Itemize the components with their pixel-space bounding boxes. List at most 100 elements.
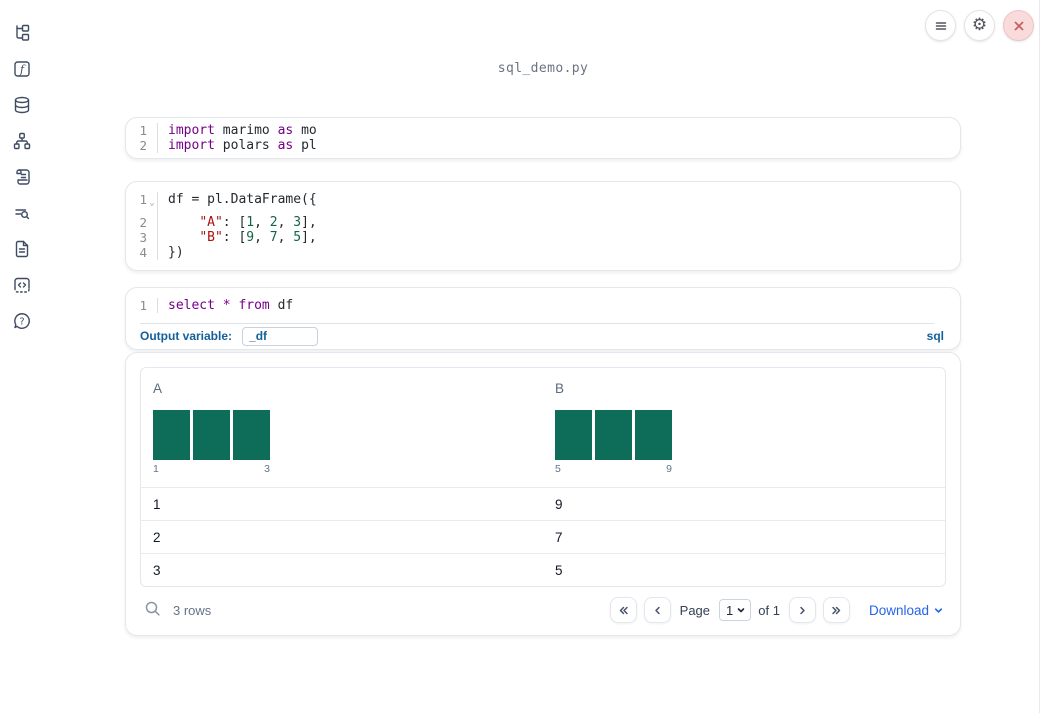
histogram-min-label: 5 [555,463,561,475]
column-name: B [555,381,565,396]
next-page-button[interactable] [788,597,816,623]
function-icon: f [14,61,30,77]
pagination: Page 1 of 1 [609,597,944,623]
page-select-value: 1 [726,602,734,618]
database-icon [14,96,30,114]
line-number: 3 [139,230,147,245]
sql-cell[interactable]: 1 select * from df Output variable: sql [125,287,961,350]
table-cell: 2 [153,529,161,545]
sidebar-item-dependency-graph[interactable] [12,131,32,151]
line-number: 4 [139,245,147,260]
fold-spacer [147,245,157,260]
sidebar-item-help[interactable]: ? [12,311,32,331]
notebook: sql_demo.py 1 import marimo as mo 2 import … [125,0,961,636]
sql-editor[interactable]: 1 select * from df [126,288,960,323]
row-count: 3 rows [173,602,212,618]
menu-button[interactable] [925,10,956,41]
sidebar-item-datasources[interactable] [12,95,32,115]
sidebar-item-variables[interactable]: f [12,59,32,79]
fold-spacer [147,230,157,245]
topbar: ⚙ [925,10,1034,41]
code-line: 2 "A": [1, 2, 3], [126,215,960,230]
histogram-max-label: 9 [666,463,672,475]
sql-language-badge: sql [926,329,944,343]
search-icon [145,601,160,616]
gutter: 1 [126,298,158,313]
snippets-icon [14,277,30,293]
table-cell: 9 [555,496,563,512]
code-line-text: df = pl.DataFrame({ [168,192,317,207]
line-number: 1 [139,298,147,313]
code-line: 1 ⌄ df = pl.DataFrame({ [126,192,960,215]
code-cell-imports[interactable]: 1 import marimo as mo 2 import polars as pl [125,117,961,159]
sidebar-item-snippets[interactable] [12,275,32,295]
gear-icon: ⚙ [971,15,988,35]
line-number: 1 [139,192,147,207]
fold-chevron-icon[interactable]: ⌄ [149,198,155,208]
code-line-text: "A": [1, 2, 3], [199,215,317,230]
sidebar-item-logs[interactable] [12,167,32,187]
histogram-bar [555,410,592,460]
document-icon [15,240,29,258]
previous-page-button[interactable] [643,597,671,623]
svg-text:?: ? [19,316,24,327]
list-search-icon [15,209,30,220]
code-editor[interactable]: 1 import marimo as mo 2 import polars as pl [126,118,960,158]
code-line-text: select * from df [168,298,294,313]
chevron-right-icon [800,606,805,614]
histogram-min-label: 1 [153,463,159,475]
gutter: 2 [126,215,158,230]
chevron-left-icon [654,606,660,614]
output-variable-input[interactable] [242,326,319,346]
gutter: 2 [126,138,158,153]
histogram-bar [153,410,190,460]
scroll-icon [16,169,30,185]
notebook-filename[interactable]: sql_demo.py [497,61,589,76]
page-select[interactable]: 1 [719,599,752,621]
sidebar-item-scratchpad[interactable] [12,239,32,259]
line-number: 2 [139,138,147,153]
code-line-text: import marimo as mo [168,123,317,138]
download-label: Download [868,602,929,618]
sidebar-item-documentation[interactable] [12,203,32,223]
search-button[interactable] [142,599,164,621]
sidebar-item-file-explorer[interactable] [12,23,32,43]
histogram-bar [595,410,632,460]
histogram-bar [233,410,270,460]
table-cell: 1 [153,496,161,512]
histogram-bar [193,410,230,460]
histogram-max-label: 3 [264,463,270,475]
fold-spacer [147,215,157,230]
window-edge-divider [1039,0,1040,713]
gutter: 1 [126,123,158,138]
table-cell: 5 [555,562,563,578]
shutdown-button[interactable] [1003,10,1034,41]
first-page-button[interactable] [609,597,637,623]
code-editor[interactable]: 1 ⌄ df = pl.DataFrame({2 "A": [1, 2, 3], 3 … [126,182,960,270]
download-button[interactable]: Download [869,603,944,618]
output-variable-label: Output variable: [140,329,233,343]
code-cell-dataframe[interactable]: 1 ⌄ df = pl.DataFrame({2 "A": [1, 2, 3], 3 … [125,181,961,271]
last-page-button[interactable] [822,597,850,623]
histogram-bars [153,410,270,460]
gutter: 1 ⌄ [126,192,158,215]
hamburger-icon [935,21,946,30]
page-label: Page [679,602,711,618]
settings-button[interactable]: ⚙ [964,10,995,41]
code-line: 1 select * from df [126,298,960,313]
code-line-text: }) [168,245,184,260]
histogram-bars [555,410,672,460]
sql-cell-footer: Output variable: sql [126,323,960,349]
